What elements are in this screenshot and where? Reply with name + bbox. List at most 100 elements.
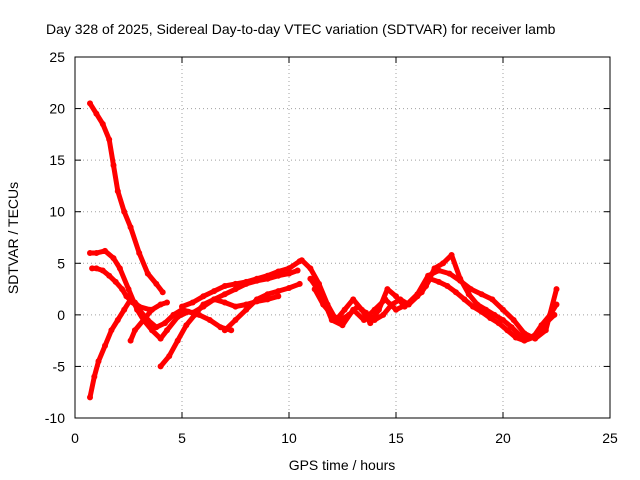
data-point <box>337 317 344 323</box>
data-point <box>551 311 558 318</box>
data-point <box>275 288 282 295</box>
data-point <box>87 394 93 401</box>
data-point <box>489 296 496 303</box>
data-point <box>140 317 147 323</box>
data-point <box>110 162 117 169</box>
data-point <box>127 296 134 303</box>
data-point <box>93 250 100 256</box>
data-point <box>328 311 335 318</box>
data-point <box>164 327 170 334</box>
data-point <box>500 317 506 323</box>
data-point <box>405 301 412 308</box>
data-point <box>144 270 151 277</box>
data-point <box>211 288 218 295</box>
data-point <box>435 278 442 285</box>
data-point <box>474 301 481 308</box>
data-point <box>510 317 517 323</box>
data-point <box>157 301 164 308</box>
data-point <box>93 265 100 272</box>
data-point <box>232 317 239 323</box>
plot-frame <box>74 56 611 419</box>
data-point <box>382 296 389 303</box>
data-point <box>380 311 387 318</box>
grid <box>75 57 610 418</box>
x-tick-label: 0 <box>71 430 79 446</box>
data-point <box>106 272 113 279</box>
x-tick-label: 25 <box>602 430 618 446</box>
data-point <box>116 265 123 272</box>
data-point <box>110 255 117 262</box>
data-point <box>112 278 119 285</box>
data-point <box>384 286 391 293</box>
data-point <box>452 289 459 296</box>
data-point <box>397 296 404 303</box>
data-point <box>221 283 228 289</box>
y-tick-label: 5 <box>57 255 65 271</box>
data-point <box>232 280 239 287</box>
data-point <box>217 324 224 331</box>
data-point <box>174 337 181 344</box>
data-point <box>275 268 282 275</box>
data-point <box>121 306 128 313</box>
data-point <box>298 257 305 264</box>
data-point <box>504 327 511 334</box>
data-point <box>127 337 134 344</box>
data-point <box>465 291 472 298</box>
data-point <box>542 320 549 327</box>
data-point <box>444 283 451 289</box>
data-point <box>153 324 160 331</box>
data-point <box>446 270 453 277</box>
data-point <box>286 265 292 272</box>
data-point <box>108 327 115 334</box>
data-point <box>491 311 498 318</box>
data-point <box>95 358 102 365</box>
data-point <box>345 311 352 318</box>
data-point <box>114 188 121 195</box>
data-point <box>440 260 447 267</box>
data-point <box>232 286 239 293</box>
y-tick-label: 15 <box>49 152 65 168</box>
data-point <box>542 327 549 334</box>
data-point <box>431 265 438 272</box>
data-point <box>320 301 327 308</box>
y-tick-label: 0 <box>57 307 65 323</box>
data-point <box>367 320 374 327</box>
data-point <box>508 324 515 331</box>
data-point <box>119 286 126 293</box>
data-point <box>253 296 260 303</box>
data-point <box>221 299 228 306</box>
data-point <box>166 353 173 360</box>
data-point <box>149 327 155 334</box>
data-point <box>478 291 485 298</box>
data-point <box>482 306 489 313</box>
data-point <box>311 286 318 293</box>
data-point <box>457 275 464 282</box>
data-point <box>99 121 106 127</box>
data-point <box>206 317 213 323</box>
data-point <box>307 265 314 272</box>
data-point <box>136 303 143 310</box>
data-point <box>388 301 395 308</box>
data-point <box>157 363 164 370</box>
data-point <box>232 303 239 310</box>
data-point <box>487 315 494 321</box>
chart-title: Day 328 of 2025, Sidereal Day-to-day VTE… <box>46 21 556 37</box>
data-point <box>221 291 228 298</box>
data-point <box>131 327 138 334</box>
data-point <box>243 306 250 313</box>
data-point <box>102 342 108 349</box>
data-point <box>123 293 130 300</box>
x-axis-label: GPS time / hours <box>289 457 396 473</box>
y-tick-label: 10 <box>49 204 65 220</box>
data-point <box>525 335 532 342</box>
data-point <box>127 224 134 231</box>
data-point <box>517 332 524 339</box>
data-point <box>423 283 429 289</box>
y-tick-label: -10 <box>45 410 65 426</box>
data-point <box>102 247 108 254</box>
data-point <box>89 265 96 272</box>
x-tick-label: 15 <box>388 430 404 446</box>
data-point <box>87 100 93 107</box>
data-point <box>534 330 541 337</box>
data-point <box>264 291 271 298</box>
